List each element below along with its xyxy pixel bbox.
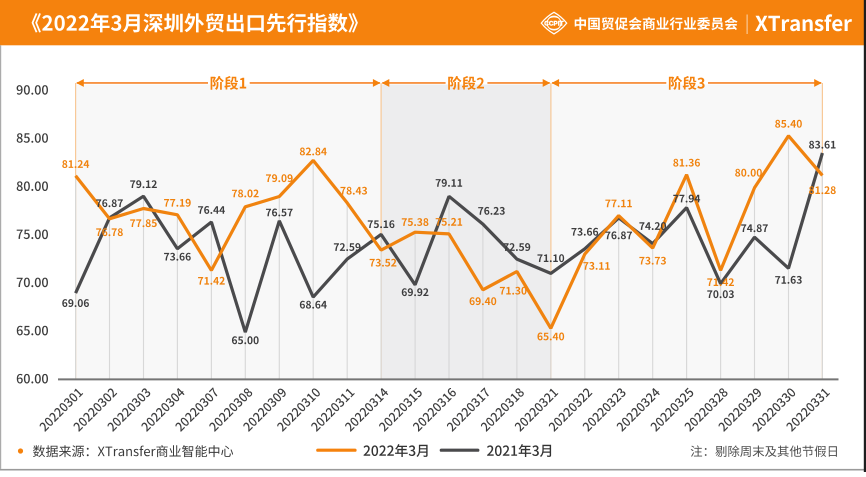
svg-text:CCPIT: CCPIT: [544, 20, 564, 27]
